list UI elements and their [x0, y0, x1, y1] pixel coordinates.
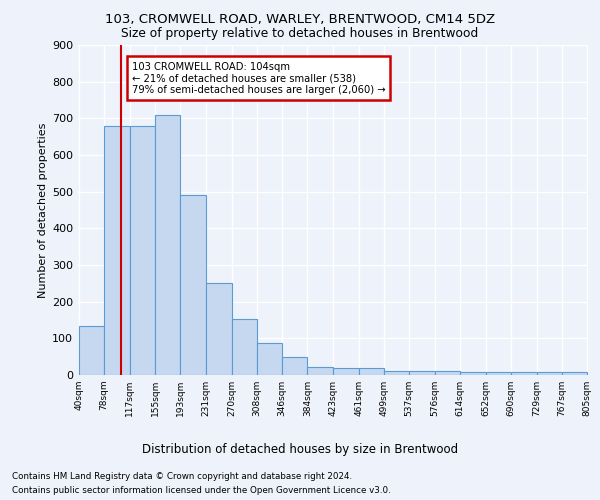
Bar — [155, 114, 181, 375]
Text: Distribution of detached houses by size in Brentwood: Distribution of detached houses by size … — [142, 442, 458, 456]
Bar — [537, 372, 562, 375]
Bar — [460, 372, 485, 375]
Bar — [384, 372, 409, 375]
Bar — [130, 126, 155, 375]
Text: 103 CROMWELL ROAD: 104sqm
← 21% of detached houses are smaller (538)
79% of semi: 103 CROMWELL ROAD: 104sqm ← 21% of detac… — [132, 62, 385, 94]
Bar — [334, 368, 359, 375]
Bar — [206, 282, 232, 375]
Bar — [257, 342, 282, 375]
Bar — [485, 372, 511, 375]
Bar — [359, 368, 384, 375]
Bar — [562, 372, 587, 375]
Bar — [181, 194, 206, 375]
Text: Contains public sector information licensed under the Open Government Licence v3: Contains public sector information licen… — [12, 486, 391, 495]
Bar — [409, 372, 435, 375]
Bar — [435, 372, 460, 375]
Bar — [104, 126, 130, 375]
Text: Contains HM Land Registry data © Crown copyright and database right 2024.: Contains HM Land Registry data © Crown c… — [12, 472, 352, 481]
Bar — [232, 320, 257, 375]
Bar — [307, 367, 334, 375]
Text: 103, CROMWELL ROAD, WARLEY, BRENTWOOD, CM14 5DZ: 103, CROMWELL ROAD, WARLEY, BRENTWOOD, C… — [105, 12, 495, 26]
Bar — [79, 326, 104, 375]
Bar — [282, 356, 307, 375]
Text: Size of property relative to detached houses in Brentwood: Size of property relative to detached ho… — [121, 28, 479, 40]
Y-axis label: Number of detached properties: Number of detached properties — [38, 122, 48, 298]
Bar — [511, 372, 537, 375]
